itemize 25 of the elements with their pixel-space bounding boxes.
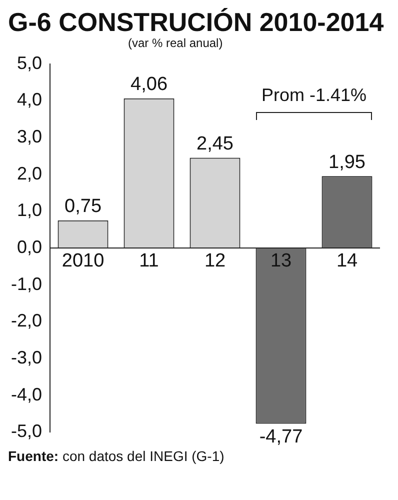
y-tick-label: 4,0 <box>16 90 42 110</box>
data-label: -4,77 <box>259 426 303 448</box>
chart-subtitle: (var % real anual) <box>128 36 224 50</box>
y-tick-label: 3,0 <box>16 126 42 146</box>
data-label: 1,95 <box>328 152 366 173</box>
source-note: Fuente: con datos del INEGI (G-1) <box>8 448 226 464</box>
y-tick-label: -5,0 <box>10 421 42 442</box>
y-tick-label: -2,0 <box>10 310 42 331</box>
y-tick-label: 2,0 <box>16 163 42 184</box>
annotation: Prom -1.41% <box>260 84 368 106</box>
y-tick-label: -1,0 <box>10 274 42 294</box>
chart-title: G-6 CONSTRUCIÓN 2010-2014 <box>8 7 385 37</box>
x-tick-label: 13 <box>270 250 292 272</box>
data-label: 0,75 <box>64 196 102 218</box>
y-tick-label: -4,0 <box>10 384 42 404</box>
x-tick-label: 12 <box>204 250 226 272</box>
y-tick-label: 5,0 <box>16 52 42 73</box>
y-tick-label: -3,0 <box>10 347 42 368</box>
y-tick-label: 1,0 <box>16 200 42 220</box>
x-tick-label: 11 <box>139 250 159 272</box>
data-label: 2,45 <box>196 133 234 154</box>
data-label: 4,06 <box>130 74 168 96</box>
x-tick-label: 14 <box>336 250 358 272</box>
y-tick-label: 0,0 <box>16 236 42 257</box>
x-tick-label: 2010 <box>62 250 104 272</box>
